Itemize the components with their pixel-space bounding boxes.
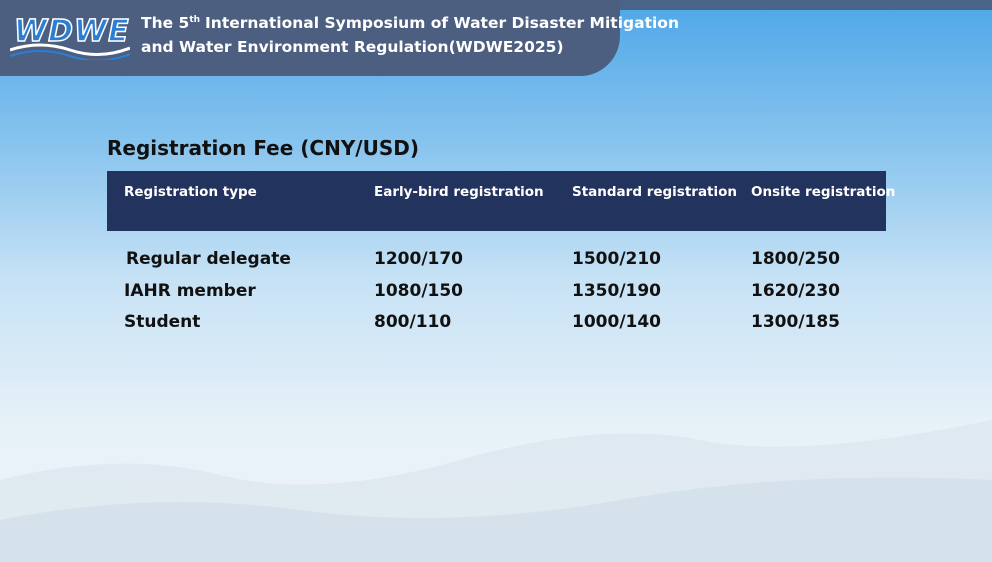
table-cell: 800/110 <box>374 312 452 332</box>
column-header: Registration type <box>124 184 257 200</box>
table-cell: 1500/210 <box>572 249 662 269</box>
table-header <box>107 171 886 231</box>
header-title: and Water Environment Regulation(WDWE202… <box>141 38 564 56</box>
title-sup: th <box>189 15 201 25</box>
table-cell: 1200/170 <box>374 249 464 269</box>
table-cell: Regular delegate <box>126 249 291 269</box>
column-header: Onsite registration <box>751 184 896 200</box>
table-cell: IAHR member <box>124 281 256 301</box>
title-text: The 5 <box>141 14 190 32</box>
table-cell: 1620/230 <box>751 281 841 301</box>
table-cell: 1300/185 <box>751 312 841 332</box>
table-cell: Student <box>124 312 201 332</box>
table-cell: 1800/250 <box>751 249 841 269</box>
table-cell: 1000/140 <box>572 312 662 332</box>
section-title: Registration Fee (CNY/USD) <box>107 136 419 160</box>
header-title: The 5th International Symposium of Water … <box>141 14 679 32</box>
table-cell: 1080/150 <box>374 281 464 301</box>
title-text: International Symposium of Water Disaste… <box>205 14 679 32</box>
table-cell: 1350/190 <box>572 281 662 301</box>
header-band <box>0 0 620 76</box>
logo-waves <box>10 43 130 60</box>
column-header: Standard registration <box>572 184 738 200</box>
mountains <box>0 420 992 562</box>
logo: WDWE <box>13 13 130 50</box>
column-header: Early-bird registration <box>374 184 544 200</box>
